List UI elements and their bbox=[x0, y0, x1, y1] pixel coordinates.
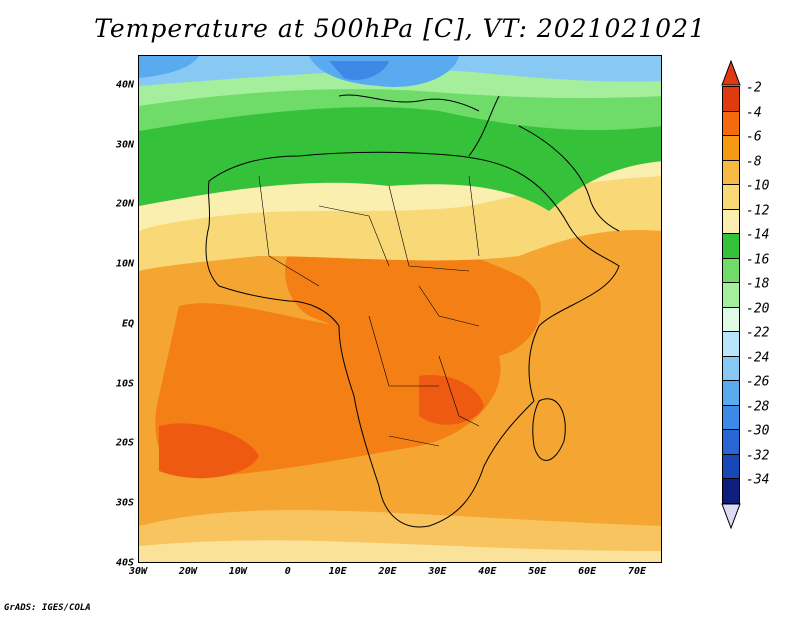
borders bbox=[258, 175, 480, 447]
colorbar-segment bbox=[722, 306, 740, 332]
colorbar-label: -8 bbox=[746, 154, 762, 169]
colorbar-label: -4 bbox=[746, 105, 762, 120]
x-tick-label: 50E bbox=[528, 566, 547, 577]
credit-text: GrADS: IGES/COLA bbox=[4, 603, 91, 613]
colorbar-label: -16 bbox=[746, 252, 770, 267]
blue-band bbox=[139, 56, 661, 86]
colorbar-bottom-arrow bbox=[721, 503, 741, 529]
x-tick-label: 30W bbox=[128, 566, 148, 577]
y-tick-label: 10S bbox=[115, 378, 134, 390]
south-band-light bbox=[139, 540, 661, 562]
colorbar-label: -28 bbox=[746, 399, 770, 414]
x-tick-label: 60E bbox=[578, 566, 597, 577]
y-tick-label: 30S bbox=[115, 497, 134, 509]
x-tick-label: 10W bbox=[228, 566, 247, 577]
warm-patch bbox=[285, 233, 541, 358]
x-tick-label: 20W bbox=[178, 566, 197, 577]
y-tick-label: 30N bbox=[115, 139, 134, 151]
colorbar-segment bbox=[722, 135, 740, 161]
coastlines bbox=[205, 94, 620, 528]
colorbar-top-arrow bbox=[721, 60, 741, 86]
colorbar-label: -26 bbox=[746, 374, 770, 390]
colorbar-label: -24 bbox=[746, 350, 770, 365]
colorbar-label: -6 bbox=[746, 129, 762, 145]
colorbar-label: -22 bbox=[746, 325, 770, 341]
colorbar-label: -2 bbox=[746, 80, 762, 96]
cold-patch-west bbox=[139, 56, 199, 78]
x-tick-label: 70E bbox=[628, 566, 647, 577]
colorbar-label: -12 bbox=[746, 203, 770, 218]
x-tick-label: 40E bbox=[478, 566, 497, 577]
colorbar-label: -32 bbox=[746, 448, 770, 463]
colorbar-segment bbox=[722, 331, 740, 357]
hot-patch bbox=[419, 375, 484, 425]
colorbar-segment bbox=[722, 184, 740, 210]
colorbar-segment bbox=[722, 380, 740, 406]
colorbar-label: -34 bbox=[746, 472, 770, 488]
x-tick-label: 30E bbox=[428, 566, 447, 577]
colorbar-segment bbox=[722, 404, 740, 430]
colorbar-segment bbox=[722, 478, 740, 504]
colorbar-segment bbox=[722, 282, 740, 308]
y-tick-label: 10N bbox=[115, 258, 134, 270]
y-tick-label: EQ bbox=[121, 318, 134, 330]
x-tick-label: 0 bbox=[284, 566, 291, 577]
colorbar-segment bbox=[722, 208, 740, 234]
colorbar-segment bbox=[722, 159, 740, 185]
chart-title: Temperature at 500hPa [C], VT: 202102102… bbox=[94, 14, 706, 43]
colorbar-segment bbox=[722, 453, 740, 479]
colorbar-label: -18 bbox=[746, 276, 770, 292]
x-tick-label: 10E bbox=[328, 566, 347, 577]
colorbar-label: -10 bbox=[746, 178, 770, 194]
colorbar-segment bbox=[722, 233, 740, 259]
x-tick-label: 20E bbox=[378, 566, 397, 577]
colorbar-segment bbox=[722, 86, 740, 112]
hot-patch bbox=[159, 423, 259, 479]
y-tick-label: 20N bbox=[115, 198, 134, 210]
colorbar-segment bbox=[722, 257, 740, 283]
colorbar-segment bbox=[722, 355, 740, 381]
colorbar-segment bbox=[722, 429, 740, 455]
y-tick-label: 20S bbox=[115, 437, 134, 449]
y-tick-label: 40N bbox=[115, 79, 134, 91]
colorbar-label: -20 bbox=[746, 301, 770, 316]
colorbar-label: -14 bbox=[746, 227, 770, 243]
map-svg bbox=[139, 56, 661, 562]
colorbar-label: -30 bbox=[746, 423, 770, 439]
y-tick-label: 40S bbox=[115, 557, 134, 569]
cold-core-inner bbox=[329, 61, 389, 81]
temperature-map bbox=[138, 55, 662, 563]
colorbar-segment bbox=[722, 110, 740, 136]
